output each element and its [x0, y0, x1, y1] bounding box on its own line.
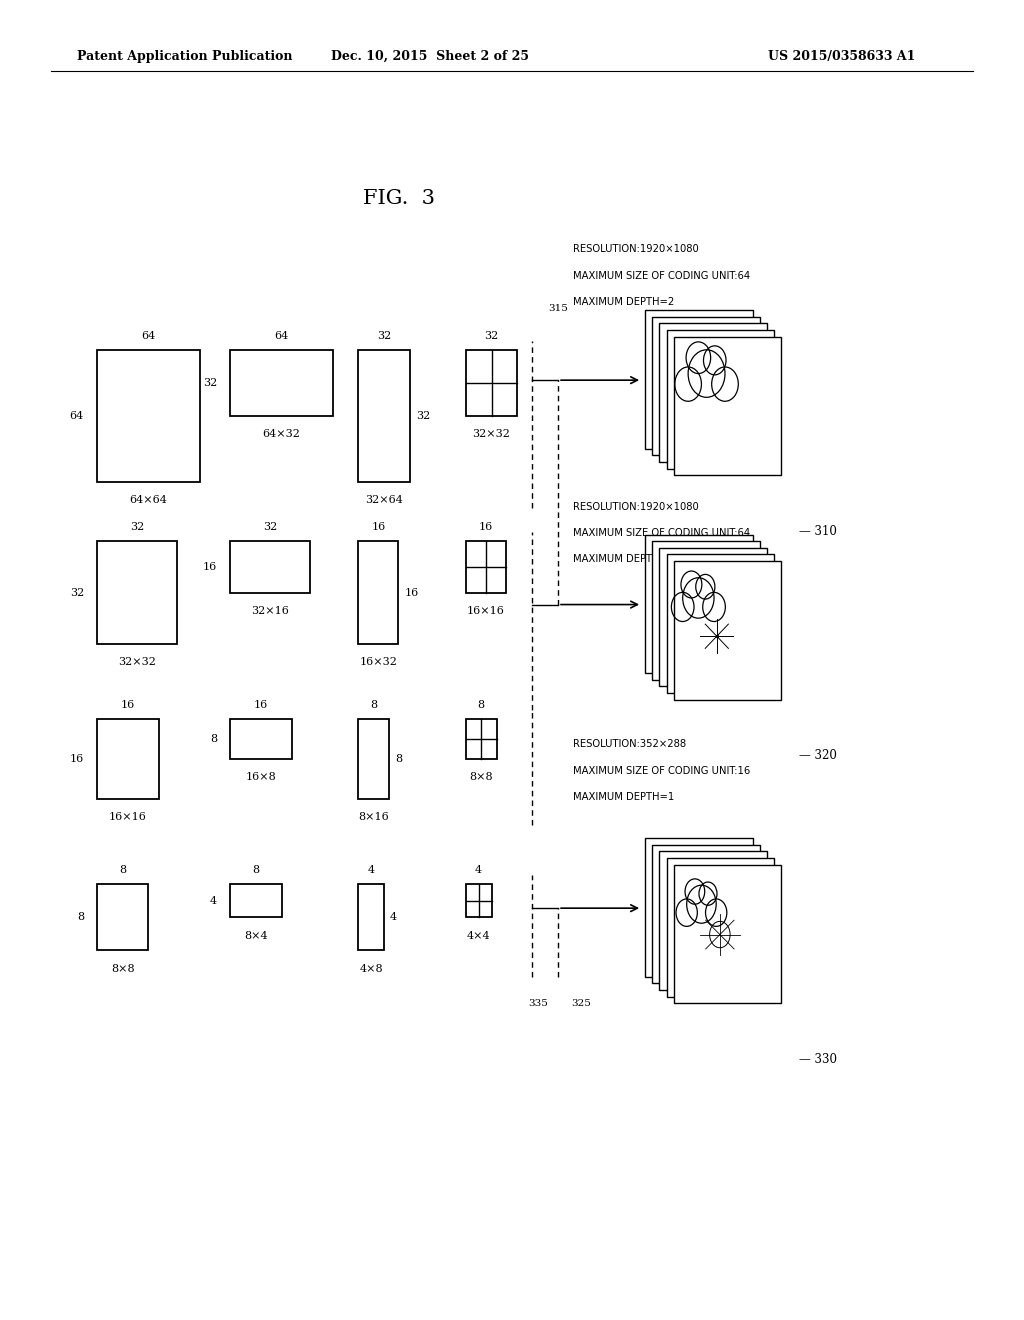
- Text: 16: 16: [121, 700, 135, 710]
- Text: 8: 8: [395, 754, 402, 764]
- Text: 32: 32: [203, 378, 217, 388]
- Text: 8×8: 8×8: [111, 964, 135, 974]
- Text: 16: 16: [254, 700, 268, 710]
- Bar: [674, 865, 781, 1003]
- Bar: [674, 337, 781, 475]
- Bar: [645, 838, 753, 977]
- Text: 64: 64: [141, 330, 156, 341]
- Bar: [652, 541, 760, 680]
- Text: 4: 4: [210, 896, 217, 906]
- Text: 325: 325: [571, 999, 591, 1008]
- Text: 8: 8: [478, 700, 484, 710]
- Text: 64: 64: [274, 330, 289, 341]
- Text: 32: 32: [377, 330, 391, 341]
- Bar: [667, 554, 774, 693]
- Text: 8×8: 8×8: [469, 772, 494, 783]
- Text: 4: 4: [475, 865, 482, 875]
- Text: 8: 8: [120, 865, 126, 875]
- Bar: [667, 858, 774, 997]
- Text: 32×32: 32×32: [473, 429, 510, 440]
- Text: MAXIMUM DEPTH=1: MAXIMUM DEPTH=1: [573, 792, 675, 803]
- Bar: [358, 884, 384, 950]
- Bar: [97, 541, 177, 644]
- Bar: [230, 350, 333, 416]
- Text: Dec. 10, 2015  Sheet 2 of 25: Dec. 10, 2015 Sheet 2 of 25: [331, 50, 529, 63]
- Text: FIG.  3: FIG. 3: [364, 189, 435, 207]
- Text: 8: 8: [210, 734, 217, 744]
- Text: 16: 16: [404, 587, 419, 598]
- Text: 16×16: 16×16: [467, 606, 505, 616]
- Bar: [466, 541, 506, 593]
- Text: — 310: — 310: [799, 525, 837, 537]
- Bar: [97, 350, 200, 482]
- Text: 32×32: 32×32: [119, 657, 156, 668]
- Bar: [659, 323, 767, 462]
- Text: MAXIMUM SIZE OF CODING UNIT:64: MAXIMUM SIZE OF CODING UNIT:64: [573, 271, 751, 281]
- Text: 16×16: 16×16: [110, 812, 146, 822]
- Bar: [230, 719, 292, 759]
- Text: — 320: — 320: [799, 750, 837, 762]
- Text: 8: 8: [77, 912, 84, 923]
- Text: 16: 16: [479, 521, 493, 532]
- Bar: [358, 350, 410, 482]
- Text: 8×16: 8×16: [358, 812, 389, 822]
- Bar: [466, 350, 517, 416]
- Text: 32: 32: [263, 521, 278, 532]
- Text: 16: 16: [70, 754, 84, 764]
- Text: Patent Application Publication: Patent Application Publication: [77, 50, 292, 63]
- Text: MAXIMUM DEPTH=2: MAXIMUM DEPTH=2: [573, 297, 675, 308]
- Text: 8: 8: [253, 865, 259, 875]
- Bar: [97, 719, 159, 799]
- Text: 32: 32: [70, 587, 84, 598]
- Bar: [659, 851, 767, 990]
- Text: RESOLUTION:1920×1080: RESOLUTION:1920×1080: [573, 244, 699, 255]
- Bar: [230, 541, 310, 593]
- Bar: [466, 719, 497, 759]
- Text: 8×4: 8×4: [244, 931, 268, 941]
- Text: 16: 16: [372, 521, 385, 532]
- Text: 32: 32: [416, 411, 430, 421]
- Text: 8: 8: [371, 700, 377, 710]
- Text: 64: 64: [70, 411, 84, 421]
- Text: 32: 32: [130, 521, 144, 532]
- Bar: [659, 548, 767, 686]
- Bar: [230, 884, 282, 917]
- Text: MAXIMUM DEPTH=3: MAXIMUM DEPTH=3: [573, 554, 675, 565]
- Text: RESOLUTION:352×288: RESOLUTION:352×288: [573, 739, 686, 750]
- Bar: [645, 535, 753, 673]
- Text: US 2015/0358633 A1: US 2015/0358633 A1: [768, 50, 915, 63]
- Bar: [466, 884, 492, 917]
- Text: 4: 4: [368, 865, 375, 875]
- Text: 315: 315: [548, 304, 567, 313]
- Text: 16×32: 16×32: [359, 657, 397, 668]
- Text: 32×16: 32×16: [252, 606, 289, 616]
- Text: 32×64: 32×64: [366, 495, 402, 506]
- Text: — 330: — 330: [799, 1053, 837, 1065]
- Text: 32: 32: [484, 330, 499, 341]
- Bar: [358, 719, 389, 799]
- Text: 16×8: 16×8: [246, 772, 276, 783]
- Bar: [645, 310, 753, 449]
- Bar: [97, 884, 148, 950]
- Text: MAXIMUM SIZE OF CODING UNIT:64: MAXIMUM SIZE OF CODING UNIT:64: [573, 528, 751, 539]
- Text: 64×32: 64×32: [263, 429, 300, 440]
- Text: 4×8: 4×8: [359, 964, 383, 974]
- Bar: [652, 317, 760, 455]
- Bar: [667, 330, 774, 469]
- Text: MAXIMUM SIZE OF CODING UNIT:16: MAXIMUM SIZE OF CODING UNIT:16: [573, 766, 751, 776]
- Text: 4: 4: [390, 912, 397, 923]
- Bar: [674, 561, 781, 700]
- Text: 4×4: 4×4: [467, 931, 490, 941]
- Text: 335: 335: [528, 999, 549, 1008]
- Bar: [358, 541, 398, 644]
- Text: RESOLUTION:1920×1080: RESOLUTION:1920×1080: [573, 502, 699, 512]
- Bar: [652, 845, 760, 983]
- Text: 16: 16: [203, 562, 217, 572]
- Text: 64×64: 64×64: [130, 495, 167, 506]
